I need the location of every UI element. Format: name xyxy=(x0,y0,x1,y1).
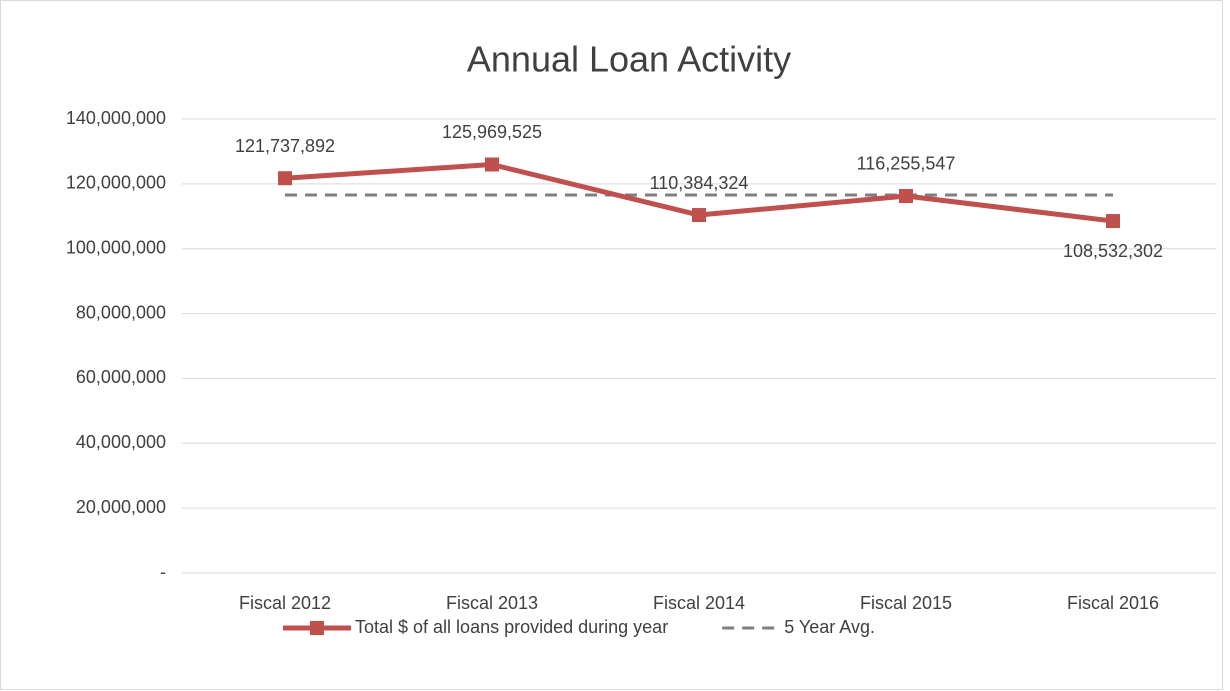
y-tick-label: 60,000,000 xyxy=(76,367,166,387)
legend-label: 5 Year Avg. xyxy=(784,617,875,637)
y-tick-label: 100,000,000 xyxy=(66,237,166,257)
x-tick-label: Fiscal 2012 xyxy=(239,593,331,613)
y-tick-label: 40,000,000 xyxy=(76,432,166,452)
legend-label: Total $ of all loans provided during yea… xyxy=(355,617,668,637)
y-tick-label: 80,000,000 xyxy=(76,302,166,322)
chart-title: Annual Loan Activity xyxy=(467,39,791,80)
x-tick-label: Fiscal 2013 xyxy=(446,593,538,613)
data-label: 125,969,525 xyxy=(442,122,542,142)
marker xyxy=(899,188,913,203)
data-label: 110,384,324 xyxy=(650,173,749,193)
y-tick-label: 140,000,000 xyxy=(66,108,166,128)
y-tick-label: 20,000,000 xyxy=(76,497,166,517)
marker xyxy=(485,157,499,172)
marker xyxy=(692,208,706,223)
legend-marker xyxy=(310,621,324,635)
y-tick-label: - xyxy=(160,562,166,582)
data-label: 108,532,302 xyxy=(1063,241,1163,261)
x-tick-label: Fiscal 2014 xyxy=(653,593,745,613)
data-label: 121,737,892 xyxy=(235,136,335,156)
x-tick-label: Fiscal 2016 xyxy=(1067,593,1159,613)
x-tick-label: Fiscal 2015 xyxy=(860,593,952,613)
marker xyxy=(278,171,292,186)
data-label: 116,255,547 xyxy=(857,154,956,174)
marker xyxy=(1106,214,1120,229)
y-tick-label: 120,000,000 xyxy=(66,173,166,193)
